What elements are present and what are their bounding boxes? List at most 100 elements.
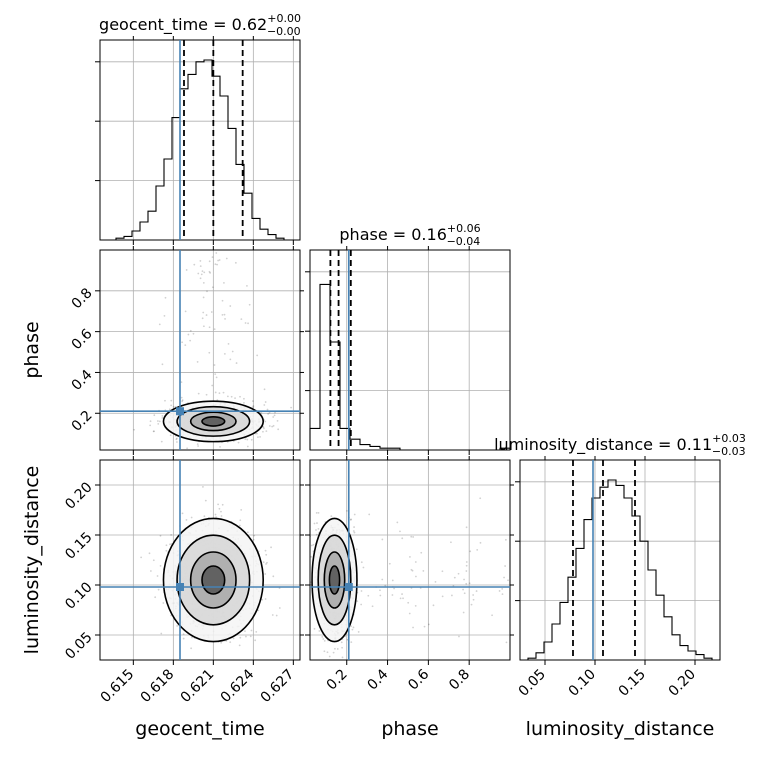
x-axis-label: phase <box>381 718 438 740</box>
scatter-point <box>313 522 316 525</box>
scatter-point <box>158 420 161 423</box>
scatter-point <box>149 424 152 427</box>
scatter-point <box>271 425 274 428</box>
scatter-point <box>268 411 271 414</box>
scatter-point <box>257 436 259 439</box>
scatter-point <box>243 401 245 404</box>
scatter-point <box>264 573 267 575</box>
scatter-point <box>501 587 504 590</box>
scatter-point <box>252 405 255 407</box>
y-tick-label: 0.6 <box>69 326 96 353</box>
scatter-point <box>310 535 311 538</box>
scatter-point <box>504 538 507 541</box>
scatter-point <box>408 612 411 615</box>
scatter-point <box>186 447 189 450</box>
scatter-point <box>368 513 371 516</box>
scatter-point <box>310 580 311 583</box>
contour-line <box>328 565 341 595</box>
scatter-point <box>229 358 232 361</box>
scatter-point <box>202 486 204 488</box>
scatter-point <box>379 594 382 597</box>
scatter-point <box>265 563 267 565</box>
histogram-title: geocent_time = 0.62+0.00 −0.00 <box>99 12 301 38</box>
contour-line <box>189 411 237 432</box>
contour-line <box>176 405 251 437</box>
scatter-point <box>215 252 218 254</box>
contour-line <box>162 400 264 443</box>
scatter-point <box>160 440 163 443</box>
scatter-point <box>154 596 157 599</box>
scatter-point <box>357 631 360 633</box>
x-tick-label: 0.615 <box>98 666 138 706</box>
scatter-point <box>225 257 228 260</box>
scatter-point <box>352 626 355 629</box>
scatter-point <box>246 445 249 448</box>
scatter-point <box>362 566 365 569</box>
panel-2-1 <box>304 456 514 665</box>
panel-1-1: phase = 0.16+0.06 −0.04 <box>305 222 511 455</box>
x-tick-label: 0.20 <box>666 666 699 699</box>
scatter-point <box>391 594 394 596</box>
scatter-point <box>196 361 199 363</box>
contour-line <box>176 534 251 626</box>
scatter-point <box>208 326 211 329</box>
panel-0-0: geocent_time = 0.62+0.00 −0.00 <box>95 12 301 245</box>
scatter-point <box>217 503 220 506</box>
scatter-point <box>451 594 453 597</box>
scatter-point <box>353 513 356 516</box>
scatter-point <box>194 663 196 665</box>
scatter-point <box>205 314 208 316</box>
scatter-point <box>156 575 159 577</box>
scatter-point <box>170 399 173 402</box>
scatter-point <box>341 656 344 659</box>
scatter-point <box>410 535 413 538</box>
scatter-point <box>208 270 211 273</box>
scatter-point <box>250 438 253 441</box>
scatter-point <box>328 655 331 658</box>
scatter-point <box>323 639 326 642</box>
scatter-point <box>165 544 168 547</box>
y-tick-label: 0.05 <box>62 629 95 662</box>
scatter-point <box>415 575 417 578</box>
scatter-point <box>222 391 225 394</box>
scatter-point <box>159 564 162 567</box>
scatter-point <box>463 592 466 595</box>
scatter-point <box>208 260 211 263</box>
scatter-point <box>196 443 199 445</box>
scatter-point <box>479 497 482 500</box>
scatter-point <box>256 432 258 435</box>
histogram-geocent_time <box>100 59 300 241</box>
panel-frame <box>99 459 301 661</box>
histogram-title: phase = 0.16+0.06 −0.04 <box>339 222 480 248</box>
scatter-point <box>441 570 444 573</box>
x-tick-label: 0.2 <box>324 666 351 693</box>
scatter-point <box>197 445 200 447</box>
scatter-point <box>304 571 306 573</box>
scatter-point <box>360 561 363 564</box>
scatter-point <box>201 317 204 320</box>
scatter-point <box>252 400 254 402</box>
scatter-point <box>411 569 414 572</box>
scatter-point <box>208 351 211 354</box>
scatter-point <box>301 417 303 419</box>
scatter-point <box>182 637 185 640</box>
scatter-point <box>360 603 363 606</box>
truth-marker <box>176 583 184 591</box>
scatter-point <box>227 342 230 345</box>
scatter-point <box>353 526 355 528</box>
scatter-point <box>465 570 468 572</box>
scatter-point <box>214 373 217 376</box>
scatter-point <box>240 318 243 321</box>
scatter-point <box>317 662 319 664</box>
scatter-point <box>505 641 508 644</box>
scatter-point <box>243 397 245 400</box>
scatter-point <box>321 636 324 638</box>
scatter-point <box>209 271 212 274</box>
scatter-point <box>256 354 259 357</box>
scatter-point <box>214 513 217 516</box>
scatter-point <box>175 437 178 440</box>
scatter-point <box>197 272 200 275</box>
scatter-point <box>149 570 152 572</box>
scatter-point <box>246 438 249 441</box>
scatter-point <box>182 633 185 636</box>
